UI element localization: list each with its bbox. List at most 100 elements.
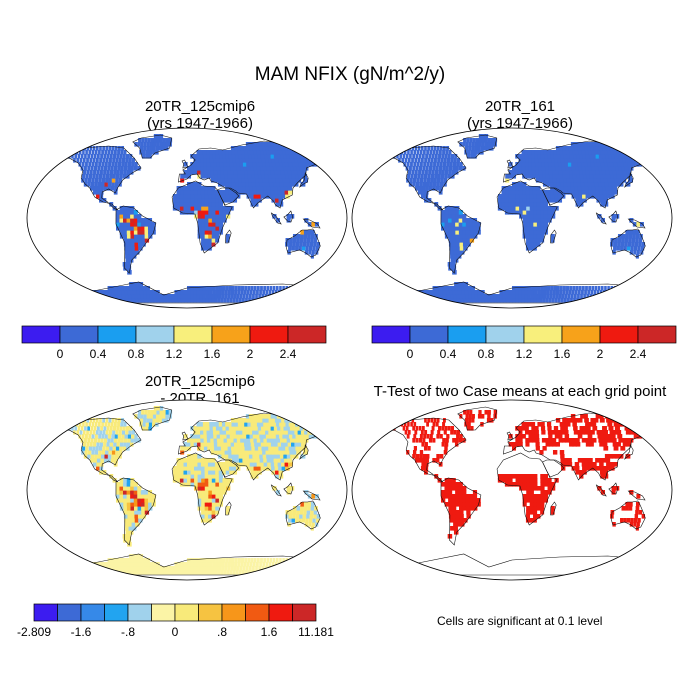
grid-cell xyxy=(112,446,116,451)
grid-cell xyxy=(410,150,413,155)
grid-cell xyxy=(286,566,289,571)
grid-cell xyxy=(267,170,273,175)
grid-cell xyxy=(203,170,208,175)
grid-cell xyxy=(540,238,545,243)
grid-cell xyxy=(226,434,231,439)
grid-cell xyxy=(85,162,88,167)
grid-cell xyxy=(137,414,141,419)
grid-cell xyxy=(291,430,297,435)
grid-cell xyxy=(426,150,429,155)
grid-cell xyxy=(225,506,230,511)
grid-cell xyxy=(295,242,300,247)
grid-cell xyxy=(536,494,541,499)
grid-cell xyxy=(546,182,551,187)
grid-cell xyxy=(205,566,209,571)
grid-cell xyxy=(92,462,97,467)
grid-cell xyxy=(125,430,129,435)
grid-cell xyxy=(117,146,121,151)
grid-cell xyxy=(202,422,207,427)
grid-cell xyxy=(612,522,616,527)
grid-cell xyxy=(286,154,292,159)
grid-cell xyxy=(570,298,573,303)
grid-cell xyxy=(480,290,485,295)
grid-cell xyxy=(585,422,590,427)
p3-globe-border xyxy=(26,399,348,581)
grid-cell xyxy=(288,518,292,523)
grid-cell xyxy=(286,454,292,459)
grid-cell xyxy=(137,218,142,223)
grid-cell xyxy=(303,438,309,443)
grid-cell xyxy=(201,238,206,243)
grid-cell xyxy=(201,470,206,475)
grid-cell xyxy=(562,418,567,423)
grid-cell xyxy=(146,562,151,567)
grid-cell xyxy=(215,494,220,499)
grid-cell xyxy=(570,142,576,147)
grid-cell xyxy=(245,178,250,183)
grid-cell xyxy=(584,418,589,423)
grid-cell xyxy=(628,290,631,295)
grid-cell xyxy=(86,290,92,295)
grid-cell xyxy=(626,422,632,427)
grid-cell xyxy=(540,478,545,483)
grid-cell xyxy=(293,426,299,431)
grid-cell xyxy=(561,438,567,443)
grid-cell xyxy=(634,418,640,423)
grid-cell xyxy=(209,430,214,435)
grid-cell xyxy=(197,458,202,463)
africa-coastline xyxy=(496,180,558,254)
grid-cell xyxy=(82,430,86,435)
grid-cell xyxy=(463,518,468,523)
grid-cell xyxy=(109,446,113,451)
grid-cell xyxy=(569,170,574,175)
grid-cell xyxy=(442,418,446,423)
grid-cell xyxy=(144,218,149,223)
grid-cell xyxy=(222,430,228,435)
grid-cell xyxy=(138,554,144,559)
grid-cell xyxy=(193,190,199,195)
grid-cell xyxy=(224,450,229,455)
grid-cell xyxy=(508,186,513,191)
grid-cell xyxy=(119,498,124,503)
grid-cell xyxy=(424,466,429,471)
grid-cell xyxy=(253,470,259,475)
grid-cell xyxy=(224,562,228,567)
grid-cell xyxy=(118,566,124,571)
grid-cell xyxy=(98,570,104,575)
grid-cell xyxy=(535,174,540,179)
grid-cell xyxy=(211,474,216,479)
grid-cell xyxy=(193,458,199,463)
grid-cell xyxy=(106,170,110,175)
grid-cell xyxy=(419,150,423,155)
grid-cell xyxy=(171,570,176,575)
grid-cell xyxy=(233,434,238,439)
grid-cell xyxy=(554,430,559,435)
grid-cell xyxy=(208,478,213,483)
grid-cell xyxy=(110,150,114,155)
grid-cell xyxy=(455,230,460,235)
grid-cell xyxy=(123,230,128,235)
grid-cell xyxy=(626,442,632,447)
grid-cell xyxy=(88,434,92,439)
grid-cell xyxy=(451,218,456,223)
grid-cell xyxy=(435,298,441,303)
grid-cell xyxy=(214,178,219,183)
grid-cell xyxy=(127,438,131,443)
grid-cell xyxy=(624,438,631,443)
grid-cell xyxy=(418,426,422,431)
grid-cell xyxy=(212,426,217,431)
grid-cell xyxy=(193,426,198,431)
grid-cell xyxy=(481,142,485,147)
grid-cell xyxy=(108,290,114,295)
grid-cell xyxy=(159,142,163,147)
grid-cell xyxy=(258,142,263,147)
grid-cell xyxy=(428,438,433,443)
grid-cell xyxy=(457,286,463,291)
grid-cell xyxy=(204,490,209,495)
grid-cell xyxy=(248,142,254,147)
grid-cell xyxy=(253,438,259,443)
grid-cell xyxy=(95,194,100,199)
grid-cell xyxy=(119,170,124,175)
grid-cell xyxy=(538,162,543,167)
grid-cell xyxy=(528,438,533,443)
